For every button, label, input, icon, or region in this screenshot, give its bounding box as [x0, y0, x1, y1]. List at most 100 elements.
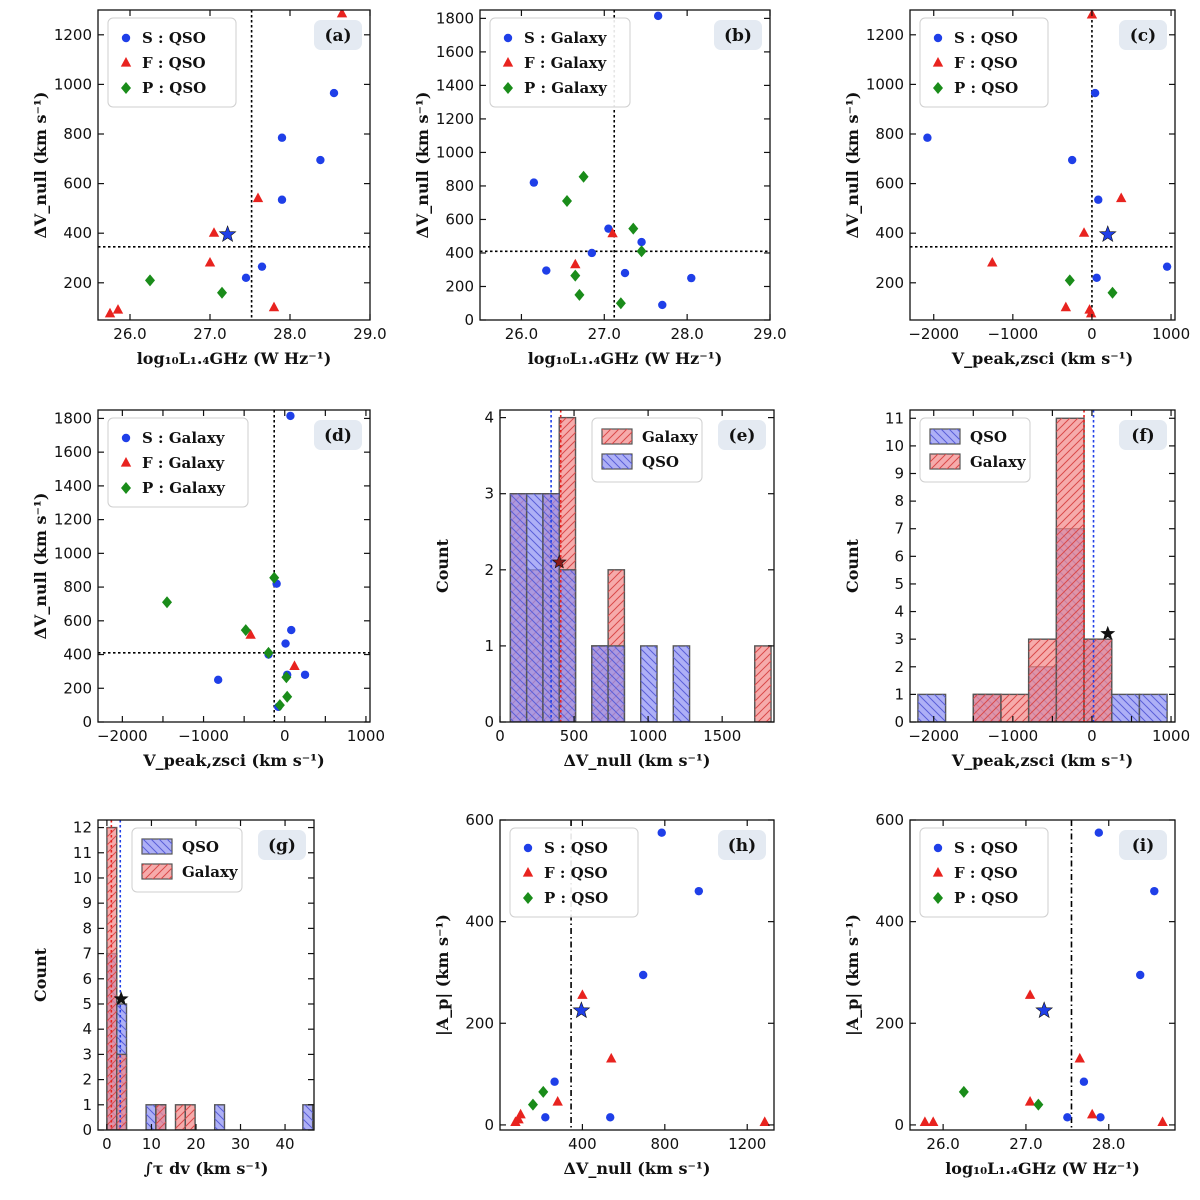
y-tick-label: 1 [894, 685, 904, 703]
x-tick-label: 800 [650, 1135, 679, 1153]
y-tick-label: 3 [894, 630, 904, 648]
x-tick-label: −1000 [987, 325, 1038, 343]
data-point [527, 1098, 538, 1111]
y-tick-label: 1200 [54, 511, 92, 529]
hist-bar-hatch [917, 694, 946, 722]
series-galaxy [972, 417, 1113, 722]
data-point [1024, 1096, 1036, 1106]
data-point [263, 646, 274, 659]
data-point [919, 1116, 931, 1126]
data-point [636, 245, 647, 258]
y-tick-label: 0 [894, 713, 904, 731]
panel-e: 0 500 1000 1500 0 1 2 3 4 ΔV_null (km s⁻¹) Count (e… [433, 409, 775, 770]
y-tick-label: 11 [885, 409, 904, 427]
y-tick-label: 2 [82, 1071, 92, 1089]
data-point [577, 989, 588, 999]
legend-marker [121, 482, 131, 494]
y-tick-label: 8 [894, 492, 904, 510]
hist-bar-hatch [106, 827, 117, 1130]
plot-area-g [106, 820, 314, 1130]
panel-tag-box [718, 830, 766, 860]
y-tick-label: 1600 [436, 43, 474, 61]
data-point [217, 286, 227, 299]
panel-tag-label: (e) [729, 426, 756, 446]
data-point [541, 1113, 550, 1122]
y-tick-label: 1800 [436, 9, 474, 27]
legend-label: S : QSO [544, 839, 608, 857]
hist-bar-hatch [214, 1104, 225, 1130]
x-tick-label: −2000 [908, 325, 959, 343]
y-tick-label: 1200 [866, 26, 904, 44]
hist-bar-hatch [1139, 694, 1168, 722]
data-point [637, 237, 646, 247]
data-point [316, 155, 325, 165]
y-tick-label: 600 [465, 811, 494, 829]
panel-tag-box [718, 420, 766, 450]
x-tick-label: 1000 [347, 727, 385, 745]
plot-area-c [910, 10, 1175, 320]
data-point [1092, 273, 1101, 283]
data-point [289, 660, 300, 670]
x-tick-label: 26.0 [505, 325, 538, 343]
data-point [628, 222, 639, 235]
panel-f: −2000 −1000 0 1000 0 1 2 3 4 5 6 7 8 9 10 11 V_peak,zsci… [843, 409, 1190, 770]
data-point [927, 1116, 939, 1126]
data-point [606, 1113, 615, 1122]
data-point [1107, 286, 1118, 299]
data-point [1090, 88, 1100, 98]
panel-d: −2000 −1000 0 1000 0 200 400 600 800 1000 1200 1400… [31, 409, 385, 770]
x-tick-label: 26.0 [113, 325, 146, 343]
data-point [606, 1052, 617, 1063]
panel-tag-label: (c) [1130, 26, 1156, 46]
series-diamond [527, 1085, 549, 1111]
series-diamond [958, 1085, 1044, 1111]
legend [919, 827, 1049, 918]
x-tick-label: 30 [231, 1135, 250, 1153]
legend-label: P : Galaxy [524, 79, 608, 97]
panel-tag-label: (i) [1132, 836, 1155, 856]
star-marker [572, 1001, 591, 1019]
panel-tag-label: (b) [724, 26, 752, 46]
data-point [268, 301, 280, 312]
x-axis-label: ΔV_null (km s⁻¹) [563, 1159, 710, 1178]
legend-label: F : Galaxy [524, 54, 608, 72]
y-tick-label: 600 [875, 175, 904, 193]
data-point [1060, 301, 1072, 312]
hist-bar-hatch [1056, 418, 1085, 722]
y-tick-label: 8 [82, 919, 92, 937]
data-point [1157, 1116, 1168, 1126]
legend-label: P : QSO [954, 889, 1018, 907]
hist-bar-hatch [116, 1054, 127, 1130]
hist-bar-hatch [185, 1104, 196, 1130]
y-tick-label: 0 [894, 1116, 904, 1134]
legend [509, 827, 639, 918]
data-point [578, 170, 589, 183]
y-axis-label: ΔV_null (km s⁻¹) [843, 91, 862, 238]
star-marker [1098, 225, 1117, 243]
x-axis-label: ∫τ dv (km s⁻¹) [144, 1159, 269, 1178]
x-tick-label: −1000 [987, 727, 1038, 745]
x-tick-label: 29.0 [353, 325, 386, 343]
y-tick-label: 9 [82, 894, 92, 912]
legend-label: S : QSO [954, 29, 1018, 47]
legend-label: QSO [182, 838, 219, 856]
data-point [759, 1116, 770, 1126]
y-tick-label: 3 [82, 1045, 92, 1063]
y-tick-label: 1000 [54, 544, 92, 562]
series-circle [923, 88, 1172, 283]
x-tick-label: 20 [186, 1135, 205, 1153]
y-tick-label: 5 [82, 995, 92, 1013]
data-point [958, 1085, 969, 1098]
legend-marker [121, 33, 131, 43]
data-point [112, 304, 124, 314]
plot-area-e [509, 410, 772, 722]
data-point [552, 1096, 563, 1106]
data-point [687, 273, 696, 283]
y-tick-label: 2 [894, 658, 904, 676]
data-point [1033, 1098, 1044, 1111]
hist-bar-hatch [526, 493, 543, 722]
y-axis-label: ΔV_null (km s⁻¹) [413, 91, 432, 238]
data-point [1116, 192, 1127, 203]
data-point [1136, 970, 1145, 980]
x-axis-label: ΔV_null (km s⁻¹) [563, 751, 710, 770]
